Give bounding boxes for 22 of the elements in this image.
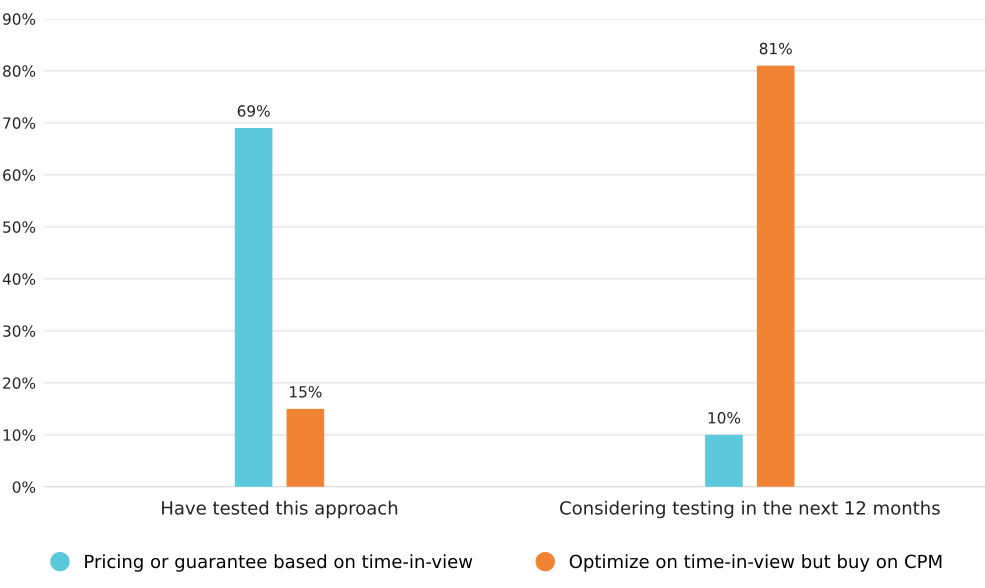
x-tick-label: Have tested this approach <box>162 500 398 518</box>
y-tick-label: 50% <box>3 221 36 233</box>
y-tick-label: 90% <box>2 13 36 25</box>
legend-label: Optimize on time-in-view but buy on CPM <box>570 554 942 572</box>
data-label: 69% <box>238 105 270 117</box>
y-tick-label: 30% <box>3 325 36 337</box>
data-label: 15% <box>290 386 322 398</box>
y-tick-label: 0% <box>12 481 36 493</box>
data-label: 81% <box>760 42 792 54</box>
y-tick-label: 80% <box>3 65 36 77</box>
x-tick-label: Considering testing in the next 12 months <box>560 500 940 518</box>
y-tick-label: 60% <box>3 169 36 181</box>
bar <box>705 434 743 487</box>
data-label: 10% <box>708 412 740 424</box>
y-tick-label: 10% <box>4 429 36 441</box>
bar <box>286 408 324 487</box>
legend-label: Pricing or guarantee based on time-in-view <box>85 554 472 572</box>
y-tick-label: 70% <box>3 117 36 129</box>
bar <box>756 66 795 487</box>
y-tick-label: 20% <box>3 377 36 389</box>
y-tick-label: 40% <box>2 273 36 285</box>
bar <box>234 128 272 487</box>
